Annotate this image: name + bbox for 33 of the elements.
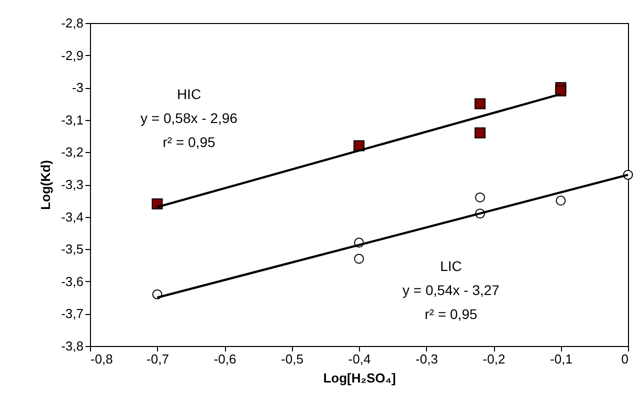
y-tick-label: -3,6 bbox=[61, 274, 84, 289]
y-tick-label: -2,8 bbox=[61, 16, 84, 30]
y-axis-title: Log(Kd) bbox=[38, 160, 54, 210]
point bbox=[474, 127, 486, 138]
annotation: LIC bbox=[440, 258, 462, 274]
y-tick-label: -3,8 bbox=[61, 338, 84, 354]
y-tick-label: -2,9 bbox=[61, 48, 84, 63]
annotation: r² = 0,95 bbox=[162, 134, 216, 150]
x-tick-label: -0,2 bbox=[482, 352, 506, 366]
annotation: y = 0,58x - 2,96 bbox=[140, 110, 238, 126]
x-tick-label: -0,5 bbox=[281, 352, 304, 366]
x-tick-label: -0,4 bbox=[348, 352, 371, 366]
point bbox=[474, 98, 486, 110]
annotation: y = 0,54x - 3,27 bbox=[402, 282, 500, 298]
x-axis-title: Log[H₂SO₄] bbox=[323, 370, 396, 386]
x-tick-label: -0,1 bbox=[550, 352, 572, 366]
y-tick-label: -3,5 bbox=[61, 242, 84, 257]
x-tick-label: -0,7 bbox=[146, 352, 169, 366]
point bbox=[354, 254, 364, 264]
y-tick-label: -3 bbox=[72, 80, 84, 96]
point bbox=[556, 196, 566, 206]
annotation: r² = 0,95 bbox=[424, 306, 478, 322]
point bbox=[475, 192, 486, 202]
y-tick-label: -3,2 bbox=[61, 144, 84, 160]
y-tick-label: -3,1 bbox=[61, 112, 84, 128]
y-tick-label: -3,7 bbox=[61, 306, 84, 322]
y-tick-label: -3,4 bbox=[61, 209, 84, 224]
x-tick-label: -0,8 bbox=[90, 352, 113, 366]
x-tick-label: 0 bbox=[621, 352, 628, 366]
annotation: HIC bbox=[176, 86, 202, 102]
y-tick-label: -3,3 bbox=[61, 177, 84, 192]
x-tick-label: -0,6 bbox=[214, 352, 236, 366]
x-tick-label: -0,3 bbox=[416, 352, 438, 366]
